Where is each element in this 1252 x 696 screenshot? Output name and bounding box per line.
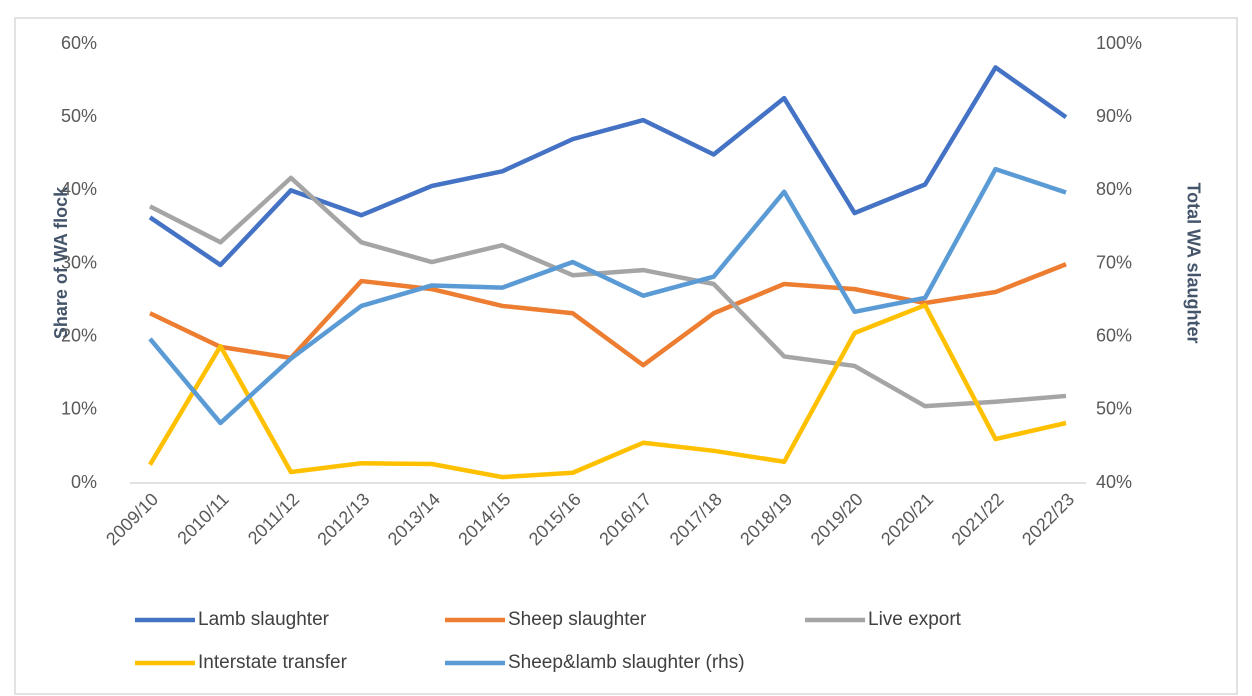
y-tick-label: 20% xyxy=(61,325,97,345)
y-tick-label: 50% xyxy=(61,106,97,126)
y-axis-title: Share of WA flock xyxy=(51,186,71,339)
series-line xyxy=(148,65,1068,268)
x-tick-label: 2011/12 xyxy=(244,489,303,548)
y2-tick-label: 100% xyxy=(1096,33,1142,53)
x-tick-label: 2009/10 xyxy=(102,489,162,549)
series-line xyxy=(148,175,1067,409)
legend-label: Live export xyxy=(868,609,962,630)
chart-frame xyxy=(14,17,1238,695)
x-tick-label: 2014/15 xyxy=(454,489,514,549)
y2-tick-label: 80% xyxy=(1096,179,1132,199)
legend-label: Sheep slaughter xyxy=(508,609,647,630)
x-tick-label: 2015/16 xyxy=(525,489,585,549)
x-tick-label: 2022/23 xyxy=(1018,489,1078,549)
x-tick-label: 2016/17 xyxy=(595,489,655,549)
y-tick-label: 40% xyxy=(61,179,97,199)
y2-tick-label: 70% xyxy=(1096,252,1132,272)
legend-label: Lamb slaughter xyxy=(198,609,330,630)
x-tick-label: 2020/21 xyxy=(877,489,937,549)
series-line xyxy=(148,166,1067,426)
legend-label: Sheep&lamb slaughter (rhs) xyxy=(508,652,745,673)
y2-tick-label: 50% xyxy=(1096,399,1132,419)
x-tick-label: 2017/18 xyxy=(666,489,726,549)
x-tick-label: 2010/11 xyxy=(173,489,232,548)
x-tick-label: 2021/22 xyxy=(948,489,1008,549)
y-tick-label: 30% xyxy=(61,252,97,272)
y2-tick-label: 60% xyxy=(1096,325,1132,345)
x-tick-label: 2013/14 xyxy=(384,489,444,549)
series-line xyxy=(148,302,1067,480)
x-tick-label: 2018/19 xyxy=(736,489,796,549)
y2-tick-label: 40% xyxy=(1096,472,1132,492)
x-tick-label: 2012/13 xyxy=(313,489,373,549)
y-tick-label: 60% xyxy=(61,33,97,53)
y2-tick-label: 90% xyxy=(1096,106,1132,126)
y2-axis-title: Total WA slaughter xyxy=(1183,182,1203,343)
y-tick-label: 0% xyxy=(71,472,97,492)
legend-label: Interstate transfer xyxy=(198,652,348,673)
y-tick-label: 10% xyxy=(61,399,97,419)
x-tick-label: 2019/20 xyxy=(807,489,867,549)
